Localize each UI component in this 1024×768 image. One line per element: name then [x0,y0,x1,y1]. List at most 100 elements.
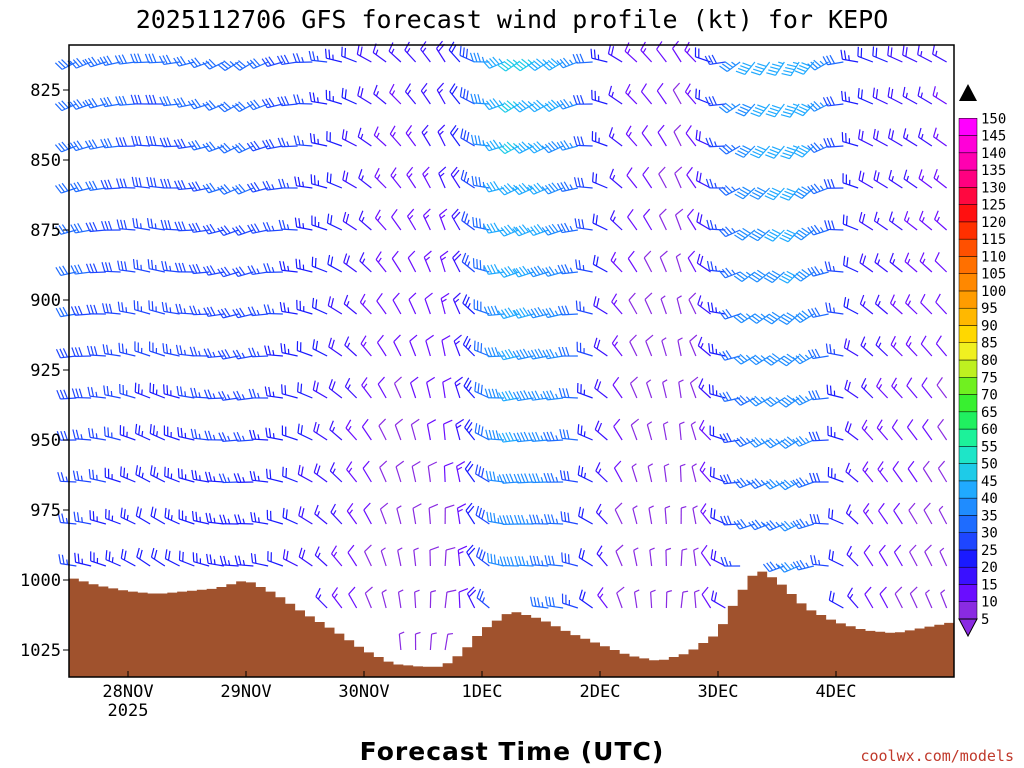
wind-barb [627,208,638,231]
wind-barb [734,227,756,241]
wind-barb [689,376,699,399]
wind-barb [695,171,711,189]
wind-barb [249,429,269,441]
wind-barb [825,302,844,315]
wind-barb [175,303,195,315]
wind-barb [474,423,490,441]
wind-barb [857,46,874,63]
wind-barb [673,124,682,147]
wind-barb [822,54,844,66]
colorbar-swatch [958,342,978,361]
wind-barb [464,460,476,483]
wind-barb [543,514,564,525]
wind-barb [395,460,405,483]
wind-barb [887,128,903,147]
colorbar-label: 75 [981,370,998,386]
wind-barb [748,269,771,283]
wind-barb [483,222,505,234]
wind-barb [764,187,785,201]
wind-barb [329,420,343,441]
wind-barb [161,301,180,315]
colorbar-label: 90 [981,318,998,334]
wind-barb [58,554,77,567]
wind-barb [348,586,358,609]
y-tick-label: 1000 [20,571,61,591]
wind-barb [545,596,564,609]
wind-barb [596,545,608,567]
wind-barb [542,348,564,360]
wind-barb [872,46,888,63]
wind-barb [422,166,431,189]
wind-barb [424,292,433,315]
colorbar-swatch [958,377,978,395]
colorbar-swatch [958,532,978,551]
wind-barb [610,251,623,273]
y-tick-label: 900 [30,291,61,311]
wind-barb [863,544,874,567]
wind-barb [924,544,933,567]
wind-barb [459,87,475,105]
wind-barb [807,224,829,236]
wind-barb [513,431,534,443]
wind-barb [442,377,452,399]
wind-barb [709,425,726,441]
wind-barb [807,266,829,277]
wind-barb [919,252,933,273]
wind-barb [827,467,844,483]
wind-barb [577,424,593,441]
wind-barb [85,180,106,191]
wind-barb [146,218,165,231]
wind-barb [844,421,859,441]
wind-barb [807,59,829,71]
wind-barb [475,547,490,567]
wind-barb [676,295,682,315]
wind-barb [119,466,136,483]
wind-barb [892,460,903,483]
wind-barb [935,293,948,315]
wind-barb [250,553,269,567]
wind-barb [455,418,465,441]
wind-barb [631,463,638,483]
wind-barb [781,61,800,77]
wind-barb [202,182,225,194]
wind-barb [891,377,903,399]
wind-barb [440,292,450,315]
wind-barb [116,178,136,189]
wind-barb [917,127,933,147]
wind-barb [693,589,700,609]
wind-barb [687,250,697,273]
wind-barb [843,255,859,273]
wind-barb [499,556,519,567]
wind-barb [934,252,948,273]
wind-barb [691,463,697,483]
wind-barb [217,60,239,72]
wind-barb [89,510,107,525]
wind-barb [879,586,889,609]
wind-barb [393,376,402,399]
wind-barb [594,420,608,441]
wind-barb [733,477,756,489]
wind-barb [559,429,578,441]
wind-barb [560,511,578,525]
wind-barb [482,98,505,111]
wind-barb [448,41,461,63]
wind-barb [217,349,239,360]
wind-barb [888,211,903,231]
colorbar-label: 5 [981,612,989,628]
wind-barb [312,339,328,357]
colorbar-label: 100 [981,284,1006,300]
wind-barb [779,229,800,243]
wind-barb [792,436,815,447]
wind-barb [261,56,284,68]
wind-barb [748,519,770,531]
wind-barb [541,266,564,277]
colorbar-label: 140 [981,146,1006,162]
wind-barb [765,145,785,159]
wind-barb [473,340,490,357]
wind-barb [357,86,372,105]
wind-barb [389,125,402,147]
wind-barb [463,377,476,399]
wind-barb [763,270,785,284]
wind-barb [341,46,357,63]
